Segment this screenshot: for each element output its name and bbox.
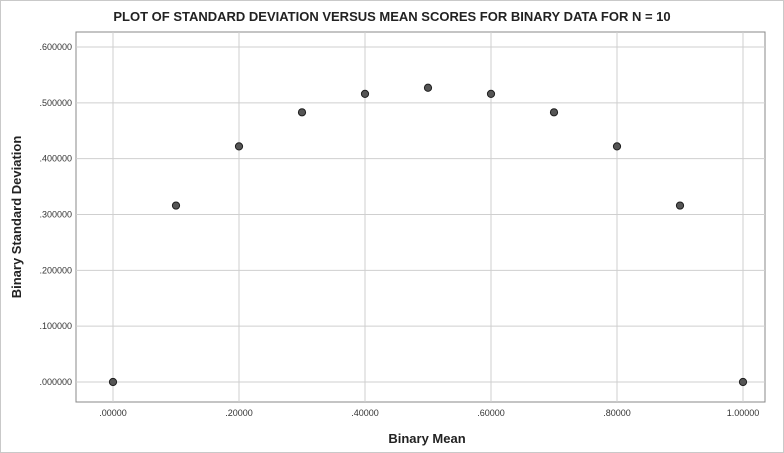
x-tick-label: .20000 [225,408,253,418]
x-tick-label: .80000 [603,408,631,418]
data-point [234,142,244,151]
data-point [171,201,181,210]
data-point [486,89,496,99]
data-point [549,108,559,117]
data-point [612,142,622,151]
y-tick-label: .000000 [39,377,72,387]
tick-labels: .00000 .20000 .40000 .60000 .80000 1.00000 .00… [39,42,759,418]
x-axis-label: Binary Mean [388,431,465,446]
y-tick-label: .600000 [39,42,72,52]
y-tick-label: .500000 [39,98,72,108]
chart-title: PLOT OF STANDARD DEVIATION VERSUS MEAN S… [113,9,670,24]
data-point [423,83,433,92]
y-axis-label: Binary Standard Deviation [9,136,24,299]
x-tick-label: .60000 [477,408,505,418]
y-tick-label: .200000 [39,265,72,275]
y-tick-label: .300000 [39,210,72,220]
data-point [738,377,748,387]
data-points [108,83,748,387]
y-tick-label: .100000 [39,321,72,331]
x-tick-label: .00000 [99,408,127,418]
data-point [360,89,370,99]
x-tick-label: .40000 [351,408,379,418]
x-tick-label: 1.00000 [727,408,760,418]
y-tick-label: .400000 [39,154,72,164]
grid-lines [76,32,765,402]
data-point [108,377,118,387]
data-point [675,201,685,210]
plot-area [75,31,766,403]
data-point [297,108,307,117]
